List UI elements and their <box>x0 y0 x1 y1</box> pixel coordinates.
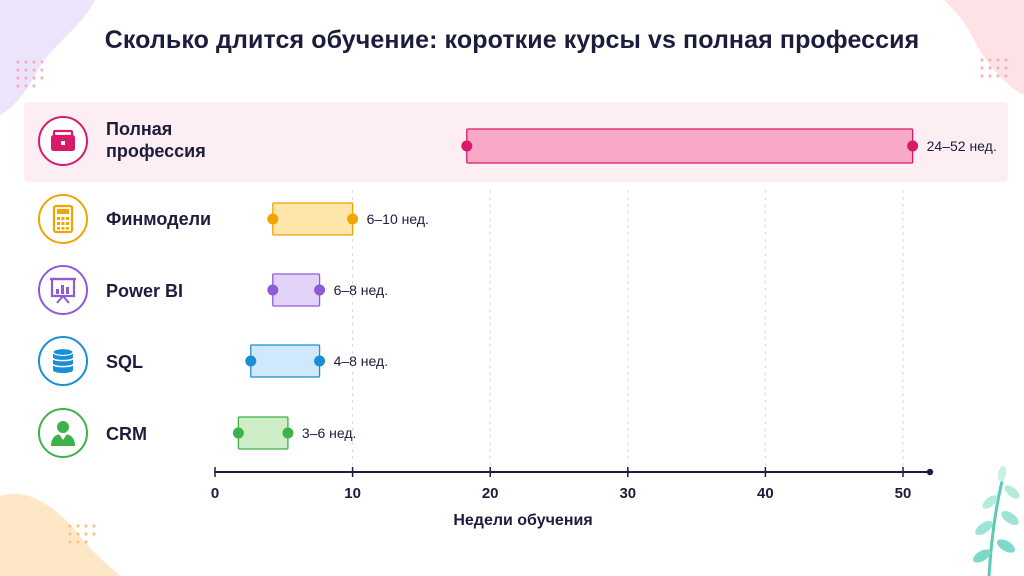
range-bar <box>237 416 289 450</box>
range-bar <box>250 344 321 378</box>
x-tick-label: 0 <box>211 485 219 502</box>
x-tick-label: 20 <box>482 485 499 502</box>
range-end-point <box>282 427 294 439</box>
database-icon <box>38 336 88 386</box>
range-data-label: 6–8 нед. <box>334 282 389 298</box>
row-label-sql: SQL <box>106 352 144 372</box>
range-bar <box>272 202 354 236</box>
x-tick-label: 50 <box>895 485 912 502</box>
range-end-point <box>314 284 326 296</box>
x-axis-end-dot <box>926 468 934 476</box>
briefcase-icon <box>38 116 88 166</box>
range-data-label: 3–6 нед. <box>302 425 357 441</box>
chart-title: Сколько длится обучение: короткие курсы … <box>104 26 920 54</box>
range-start-point <box>267 213 279 225</box>
row-label-line: Полная <box>106 119 173 139</box>
range-data-label: 24–52 нед. <box>927 138 997 154</box>
row-label-power-bi: Power BI <box>106 281 184 301</box>
x-axis-label: Недели обучения <box>453 512 593 529</box>
range-data-label: 6–10 нед. <box>367 211 429 227</box>
row-label-line: профессия <box>106 141 206 161</box>
range-bar <box>272 273 321 307</box>
x-tick-label: 30 <box>619 485 636 502</box>
range-start-point <box>461 140 473 152</box>
range-end-point <box>314 355 326 367</box>
range-end-point <box>347 213 359 225</box>
range-start-point <box>245 355 257 367</box>
range-start-point <box>232 427 244 439</box>
x-tick-label: 40 <box>757 485 774 502</box>
row-label-finmodels: Финмодели <box>106 209 212 229</box>
row-label-full-profession: Полная профессия <box>106 118 206 162</box>
range-bar <box>466 128 914 164</box>
range-start-point <box>267 284 279 296</box>
user-icon <box>38 408 88 458</box>
range-end-point <box>907 140 919 152</box>
x-tick-label: 10 <box>344 485 361 502</box>
row-label-crm: CRM <box>106 424 147 444</box>
range-data-label: 4–8 нед. <box>334 353 389 369</box>
presentation-chart-icon <box>38 265 88 315</box>
calculator-icon <box>38 194 88 244</box>
